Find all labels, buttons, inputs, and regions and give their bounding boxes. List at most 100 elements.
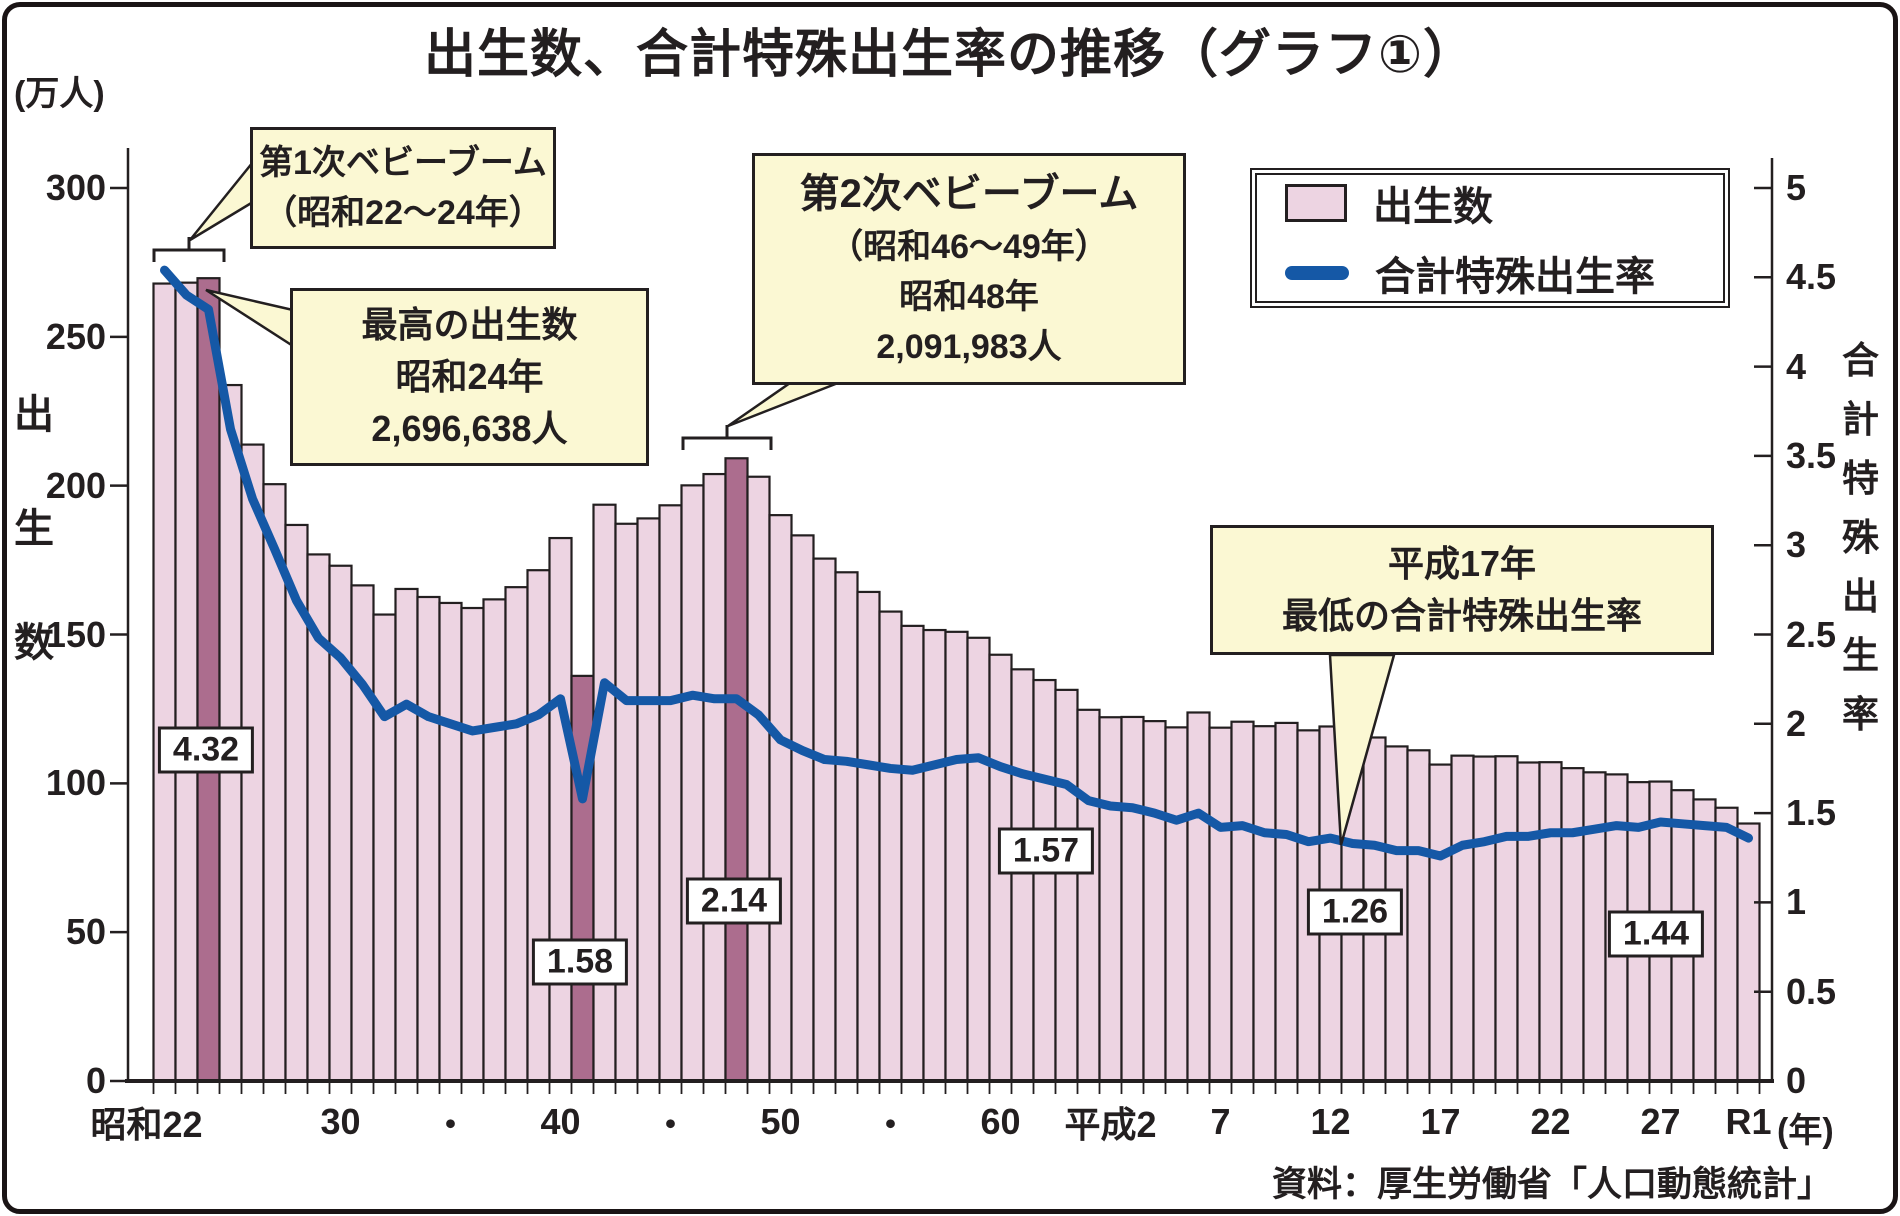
left-axis-tick-label: 100 <box>45 762 106 804</box>
x-axis-tick-label: 27 <box>1640 1101 1681 1142</box>
axis-title-char: 数 <box>14 621 54 665</box>
birth-bar <box>1208 726 1233 1083</box>
left-axis-tick-label: 50 <box>65 911 106 953</box>
annotation-first-baby-boom: 第1次ベビーブーム （昭和22～24年） <box>250 127 556 249</box>
right-axis-tick-label: 4.5 <box>1786 256 1837 298</box>
axis-title-char: 率 <box>1842 694 1879 735</box>
x-axis-unit: (年) <box>1777 1112 1834 1150</box>
right-axis-tick-label: 3.5 <box>1786 434 1837 476</box>
birth-bar <box>636 517 661 1083</box>
annotation-tail <box>1328 653 1396 846</box>
birth-bar <box>768 514 793 1083</box>
right-axis-tick-label: 4 <box>1786 345 1807 387</box>
birth-bar <box>1142 720 1167 1083</box>
birth-bar <box>438 601 463 1083</box>
annotation-line: 平成17年 <box>1387 543 1537 584</box>
birth-bar <box>790 534 815 1083</box>
birth-bar <box>1736 822 1761 1083</box>
annotation-line: 2,091,983人 <box>876 328 1062 366</box>
birth-bar <box>1582 771 1607 1083</box>
right-axis-tick-label: 3 <box>1786 524 1807 566</box>
birth-bar <box>922 628 947 1083</box>
tfr-value-label: 1.44 <box>1607 910 1705 958</box>
boom-bracket <box>152 237 226 262</box>
x-axis-tick-label: ・ <box>872 1104 909 1145</box>
left-axis-tick-label: 150 <box>45 613 106 655</box>
birth-bar <box>746 475 771 1083</box>
birth-bar <box>614 522 639 1083</box>
tfr-value-label: 2.14 <box>685 877 783 925</box>
births-swatch-icon <box>1285 184 1347 222</box>
birth-bar <box>460 606 485 1083</box>
annotation-max-births: 最高の出生数 昭和24年 2,696,638人 <box>290 288 649 466</box>
birth-bar <box>504 586 529 1083</box>
birth-bar <box>152 282 177 1083</box>
x-axis-tick-label: 30 <box>320 1101 361 1142</box>
annotation-line: （昭和22～24年） <box>263 194 543 232</box>
birth-bar <box>196 277 221 1083</box>
birth-bar <box>1230 720 1255 1083</box>
birth-bar <box>526 569 551 1083</box>
left-axis-title: 出生数 <box>14 382 54 668</box>
legend-inner: 出生数 合計特殊出生率 <box>1255 173 1725 303</box>
x-axis-tick-label: ・ <box>432 1104 469 1145</box>
birth-bar <box>394 587 419 1083</box>
annotation-line: 最高の出生数 <box>361 304 578 345</box>
annotation-line: 第2次ベビーブーム <box>799 172 1139 216</box>
birth-bar <box>328 564 353 1083</box>
axis-title-char: 計 <box>1842 399 1879 440</box>
birth-bar <box>1714 806 1739 1083</box>
annotation-tail <box>189 158 255 242</box>
left-axis-tick-label: 250 <box>45 315 106 357</box>
axis-title-char: 殊 <box>1842 517 1879 558</box>
right-axis-tick-label: 0 <box>1786 1060 1807 1101</box>
annotation-tail <box>727 381 839 428</box>
x-axis-tick-label: 12 <box>1310 1101 1351 1142</box>
annotation-second-baby-boom: 第2次ベビーブーム （昭和46～49年） 昭和48年 2,091,983人 <box>752 153 1186 385</box>
birth-bar <box>834 571 859 1083</box>
annotation-line: 最低の合計特殊出生率 <box>1281 595 1642 636</box>
birth-bar <box>878 610 903 1083</box>
birth-bar <box>592 503 617 1083</box>
birth-bar <box>1494 755 1519 1083</box>
legend-births-label: 出生数 <box>1373 185 1493 229</box>
birth-bar <box>702 472 727 1083</box>
annotation-line: 昭和24年 <box>395 356 544 397</box>
tfr-line <box>160 265 1753 861</box>
tfr-value-label: 4.32 <box>157 726 255 774</box>
birth-bar <box>416 595 441 1083</box>
axis-title-char: 出 <box>1842 576 1879 617</box>
birth-bar <box>680 484 705 1083</box>
axis-title-char: 出 <box>14 393 54 437</box>
legend: 出生数 合計特殊出生率 <box>1250 168 1730 308</box>
birth-bar <box>1472 755 1497 1083</box>
left-axis-unit: (万人) <box>14 75 105 113</box>
birth-bar <box>724 457 749 1083</box>
birth-bar <box>658 504 683 1083</box>
birth-bar <box>1516 761 1541 1083</box>
chart-title: 出生数、合計特殊出生率の推移（グラフ①） <box>423 26 1477 84</box>
birth-bar <box>372 613 397 1083</box>
birth-bar <box>1164 726 1189 1083</box>
x-axis-tick-label: 昭和22 <box>90 1104 203 1145</box>
annotation-line: （昭和46～49年） <box>829 228 1109 266</box>
birth-bar <box>812 557 837 1083</box>
left-axis-tick-label: 300 <box>45 167 106 208</box>
tfr-value-label: 1.26 <box>1306 888 1404 936</box>
birth-bar <box>1428 763 1453 1083</box>
x-axis-tick-label: 平成2 <box>1064 1104 1157 1145</box>
x-axis-tick-label: 17 <box>1420 1101 1461 1142</box>
birth-bar <box>856 590 881 1083</box>
axis-title-char: 合 <box>1842 340 1879 381</box>
birth-bar <box>1032 678 1057 1083</box>
axis-title-char: 生 <box>14 507 54 551</box>
x-axis-tick-label: R1 <box>1725 1101 1772 1142</box>
right-axis-tick-label: 1.5 <box>1786 792 1837 834</box>
left-axis-tick-label: 0 <box>85 1060 106 1101</box>
x-axis-tick-label: 22 <box>1530 1101 1571 1142</box>
birth-bar <box>350 584 375 1083</box>
annotation-line: 2,696,638人 <box>371 408 568 449</box>
birth-bar <box>548 536 573 1083</box>
